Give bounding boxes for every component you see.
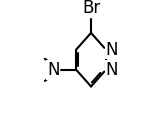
- Text: Br: Br: [82, 0, 100, 17]
- Text: N: N: [106, 61, 118, 79]
- Text: N: N: [47, 61, 60, 79]
- Text: N: N: [106, 41, 118, 59]
